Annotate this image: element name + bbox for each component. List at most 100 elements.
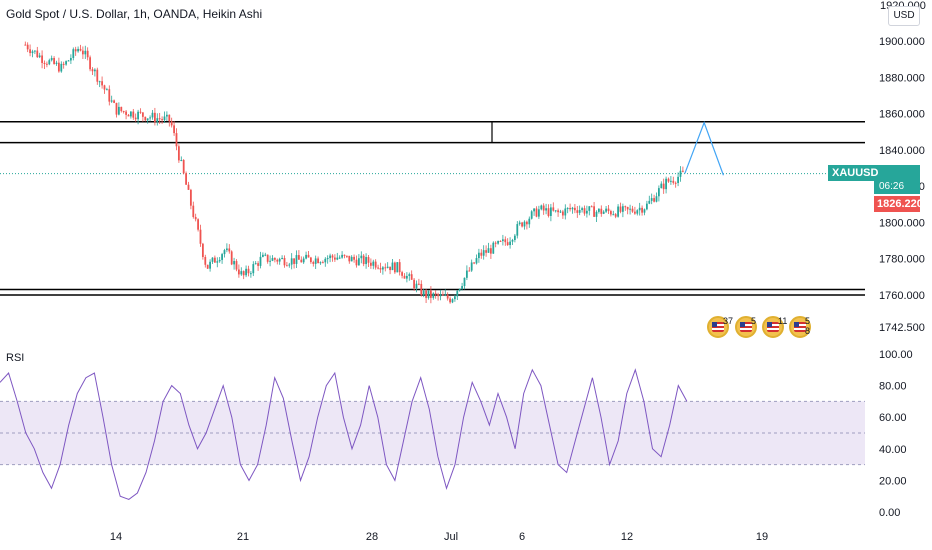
candle-body (345, 255, 348, 257)
candle-body (348, 255, 351, 262)
candle-body (36, 50, 39, 58)
candle-body (583, 208, 586, 214)
candle-body (350, 256, 353, 262)
us-flag-event-icon[interactable]: 5 8 (789, 316, 811, 338)
candle-body (540, 205, 543, 210)
candle-body (108, 89, 111, 102)
candle-body (153, 112, 156, 122)
candle-body (559, 211, 562, 213)
candle-body (156, 118, 159, 122)
candle-body (465, 270, 468, 278)
candle-body (319, 262, 322, 264)
candle-body (278, 258, 281, 262)
candle-body (293, 258, 295, 264)
candle-body (489, 248, 492, 254)
candle-body (245, 268, 247, 276)
candle-body (413, 279, 415, 289)
candle-body (506, 242, 509, 246)
candle-body (57, 62, 60, 72)
x-tick-label: 14 (110, 531, 122, 543)
candle-body (463, 277, 466, 287)
rsi-tick-label: 60.00 (879, 412, 907, 424)
candle-body (120, 106, 123, 112)
candle-body (151, 112, 154, 118)
candle-body (67, 60, 70, 62)
candle-body (393, 262, 396, 273)
candle-body (667, 178, 670, 182)
candle-body (295, 255, 298, 264)
candle-body (365, 257, 367, 265)
candle-body (650, 198, 653, 201)
candle-body (65, 61, 67, 65)
candle-body (141, 112, 144, 117)
candle-body (357, 258, 360, 266)
candle-body (590, 206, 593, 208)
us-flag-event-icon[interactable]: 37 (707, 316, 733, 338)
candle-body (103, 85, 106, 90)
candle-body (79, 48, 82, 51)
candle-body (113, 100, 115, 103)
candle-body (607, 208, 610, 212)
candle-body (199, 229, 202, 244)
us-flag-event-icon[interactable]: 5 (735, 316, 757, 338)
candle-body (326, 258, 329, 260)
candle-body (98, 81, 101, 83)
candle-body (669, 180, 672, 182)
candle-body (209, 261, 211, 269)
candle-body (427, 290, 430, 298)
candle-body (206, 264, 209, 269)
candle-body (266, 254, 269, 262)
candle-body (211, 257, 214, 262)
candle-body (235, 261, 238, 270)
candle-body (511, 239, 514, 242)
candle-body (271, 258, 274, 261)
candle-body (624, 206, 627, 208)
candle-body (629, 208, 631, 210)
candle-body (564, 208, 567, 216)
candle-body (122, 111, 125, 113)
candle-body (276, 259, 279, 262)
candle-body (240, 271, 243, 275)
candle-body (273, 258, 276, 260)
candle-body (254, 263, 257, 265)
currency-button[interactable]: USD (888, 6, 920, 26)
candle-body (581, 208, 583, 211)
candle-body (619, 206, 622, 212)
candle-body (396, 262, 399, 273)
candle-body (333, 257, 336, 260)
candle-body (91, 69, 94, 72)
candle-body (259, 256, 262, 266)
candle-body (197, 219, 199, 230)
candle-body (554, 210, 557, 212)
candle-body (633, 211, 636, 214)
candle-body (168, 114, 171, 122)
candle-body (317, 258, 319, 264)
rsi-tick-label: 100.00 (879, 349, 913, 361)
candle-body (439, 294, 442, 297)
candle-body (643, 209, 646, 213)
candle-body (480, 252, 483, 256)
y-tick-label: 1860.000 (879, 109, 925, 121)
candle-body (516, 224, 519, 236)
rsi-tick-label: 40.00 (879, 444, 907, 456)
y-tick-label: 1742.500 (879, 322, 925, 334)
candle-body (415, 283, 418, 289)
candle-body (110, 100, 113, 102)
candle-body (165, 114, 168, 117)
candle-body (72, 49, 75, 58)
candle-body (377, 267, 379, 269)
x-tick-label: 19 (756, 531, 768, 543)
candle-body (127, 114, 130, 117)
candle-body (389, 266, 391, 271)
candle-body (449, 298, 451, 303)
candle-body (456, 290, 459, 297)
candle-body (237, 269, 240, 275)
candle-body (185, 173, 187, 185)
us-flag-event-icon[interactable]: 11 (762, 316, 787, 338)
symbol-price-tag: XAUUSD 1826.869 (828, 165, 920, 195)
candle-body (180, 160, 183, 162)
candle-body (588, 206, 591, 211)
candle-body (96, 69, 99, 82)
candle-body (247, 268, 250, 274)
